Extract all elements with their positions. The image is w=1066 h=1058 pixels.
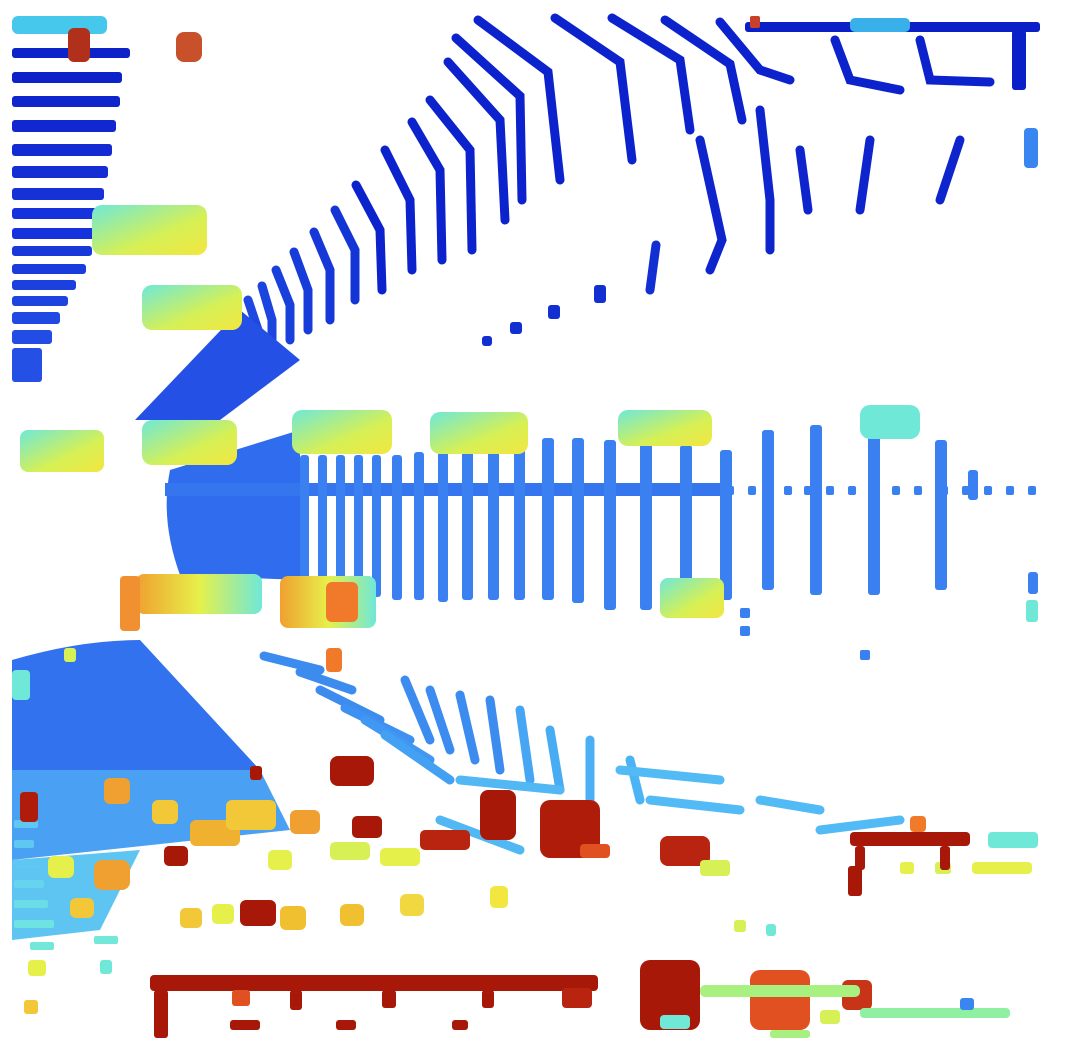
vehicle-box bbox=[142, 420, 237, 465]
vehicle-box bbox=[430, 412, 528, 454]
scan-rings-lower-left bbox=[14, 820, 118, 950]
dotted-row-right bbox=[726, 486, 1036, 660]
vehicle-box bbox=[660, 578, 724, 618]
small-objects bbox=[24, 778, 1038, 1014]
scan-arcs-lower bbox=[259, 651, 905, 855]
vehicle-box bbox=[142, 285, 242, 330]
light-trail-bottom-right bbox=[660, 985, 1010, 1038]
vehicle-box bbox=[860, 405, 920, 439]
scan-arcs-upper bbox=[243, 13, 995, 365]
scan-rings-top-left bbox=[12, 48, 130, 382]
top-wall bbox=[12, 16, 1040, 90]
vehicle-box bbox=[20, 430, 104, 472]
vehicle-box bbox=[92, 205, 207, 255]
vehicle-box bbox=[618, 410, 712, 446]
parked-vehicles bbox=[12, 28, 920, 700]
scan-columns-middle bbox=[300, 425, 1038, 622]
vegetation-clusters bbox=[20, 756, 872, 1030]
vehicle-box bbox=[292, 410, 392, 454]
bottom-fence bbox=[150, 832, 970, 1038]
vehicle-box bbox=[136, 574, 262, 614]
scan-dots-upper bbox=[482, 16, 1038, 346]
